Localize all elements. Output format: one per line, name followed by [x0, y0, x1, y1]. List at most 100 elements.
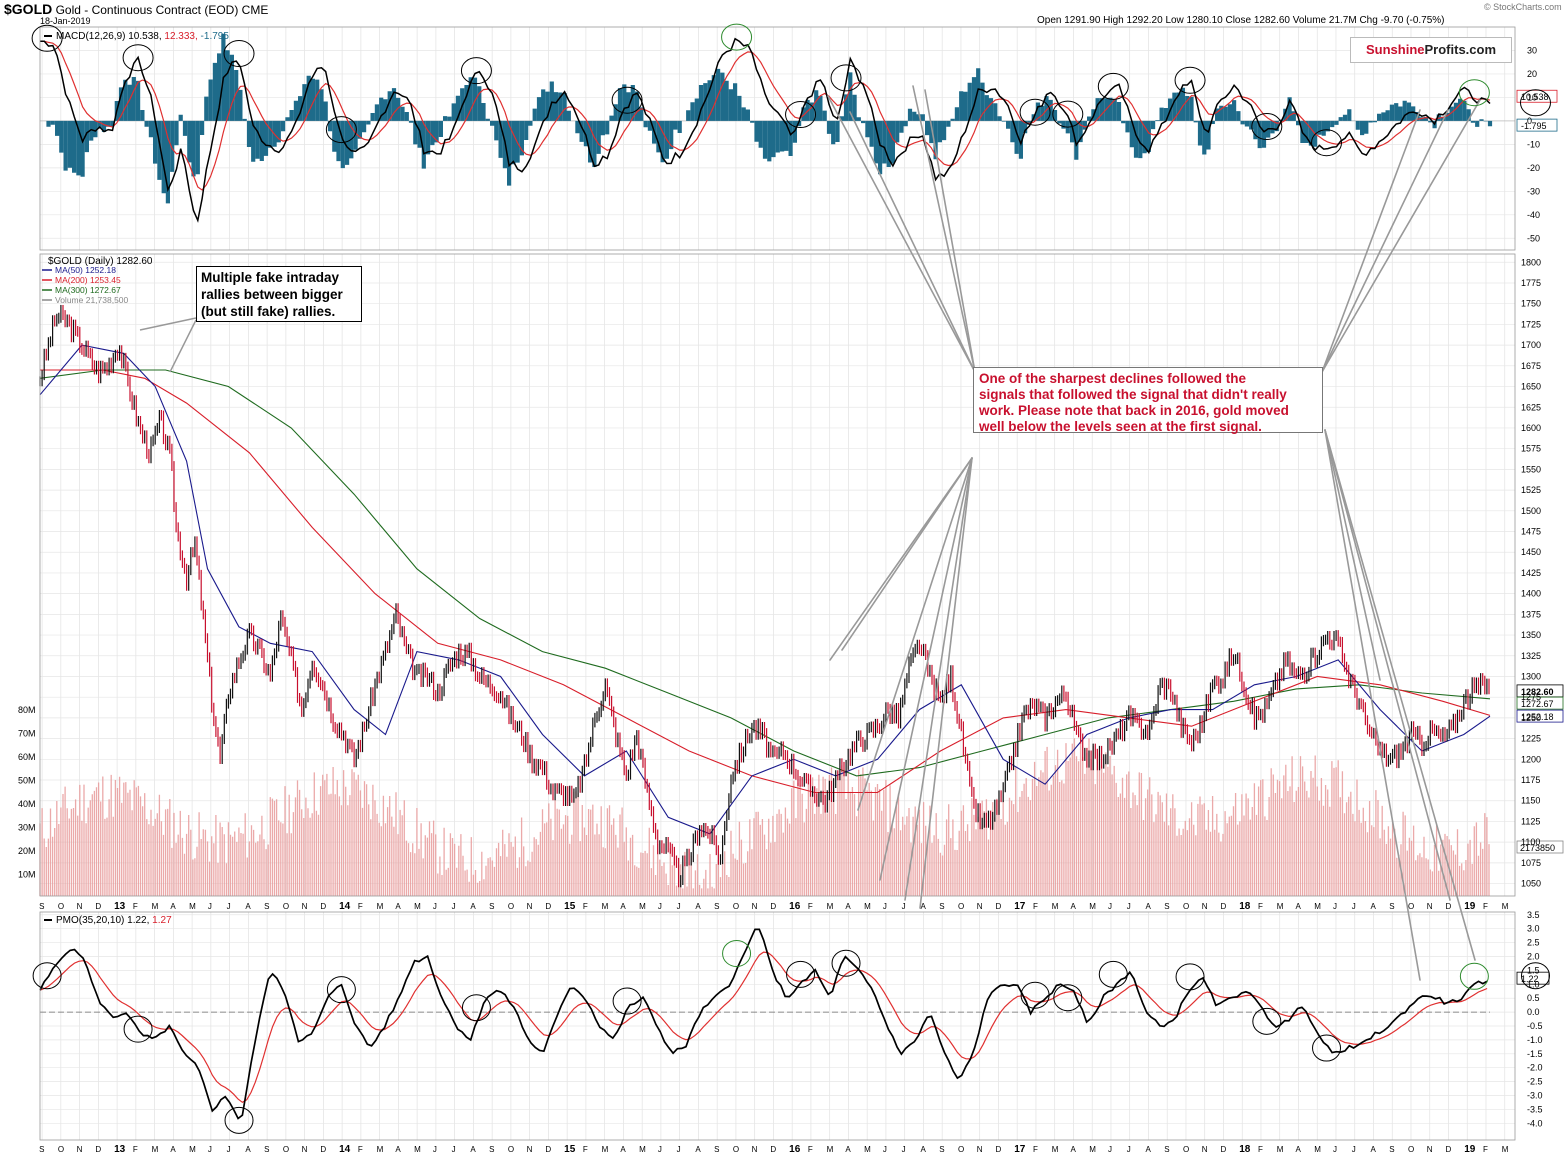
price-y-tick: 1750: [1521, 299, 1541, 309]
price-y-tick: 1150: [1521, 796, 1540, 806]
price-last-value: 1252.18: [1521, 712, 1554, 722]
x-tick-label: N: [527, 902, 533, 911]
x-tick-label: O: [1408, 1145, 1414, 1154]
x-tick-label: M: [1277, 902, 1284, 911]
axes: S S O O N N D D 13 13 F F M M A A M M J J J J A A S S O O N N D D 14 14 F F…: [18, 26, 1543, 1155]
macd-signal-line: [40, 40, 1491, 191]
macd-signal-circle: [1052, 100, 1084, 128]
x-tick-label: M: [1314, 1145, 1321, 1154]
macd-signal-circle: [460, 57, 492, 85]
x-tick-label: O: [958, 1145, 964, 1154]
pmo-legend: PMO(35,20,10) 1.22, 1.27: [44, 915, 172, 926]
pmo-y-tick: -3.0: [1527, 1091, 1543, 1101]
x-tick-label: J: [1352, 1145, 1356, 1154]
x-tick-label: J: [902, 1145, 906, 1154]
x-tick-label: F: [583, 902, 588, 911]
x-tick-label: O: [958, 902, 964, 911]
panel-frame-2: [39, 253, 1516, 897]
x-tick-label: 13: [114, 1144, 126, 1155]
x-tick-label: S: [264, 1145, 269, 1154]
volume-tick: 80M: [18, 705, 36, 715]
x-tick-label: S: [1389, 902, 1394, 911]
price-y-tick: 1450: [1521, 547, 1541, 557]
macd-signal-circle: [325, 116, 357, 144]
volume-tick: 40M: [18, 799, 36, 809]
x-tick-label: 16: [789, 901, 801, 912]
x-tick-label: A: [395, 1145, 401, 1154]
x-tick-label: J: [433, 1145, 437, 1154]
macd-signal-circle: [1019, 98, 1051, 126]
callout-line: [912, 85, 976, 373]
price-y-tick: 1250: [1521, 713, 1541, 723]
x-tick-label: 15: [564, 901, 576, 912]
x-tick-label: J: [452, 902, 456, 911]
pmo-legend-text: PMO(35,20,10) 1.22, 1.27: [56, 915, 172, 926]
volume-last-tag: 2173850: [1516, 840, 1564, 854]
x-tick-label: D: [320, 902, 326, 911]
macd-legend-part-2: 12.333,: [162, 31, 198, 42]
hist-last-box: [1516, 118, 1558, 132]
pmo-y-tick: -2.5: [1527, 1077, 1543, 1087]
x-tick-label: J: [208, 1145, 212, 1154]
chart-title: $GOLD Gold - Continuous Contract (EOD) C…: [4, 1, 268, 17]
volume-tick: 60M: [18, 752, 36, 762]
x-tick-label: N: [1427, 902, 1433, 911]
price-y-tick: 1775: [1521, 278, 1541, 288]
x-tick-label: A: [1145, 902, 1151, 911]
price-y-tick: 1525: [1521, 485, 1541, 495]
pmo-y-tick: -1.0: [1527, 1035, 1543, 1045]
stockcharts-credit: © StockCharts.com: [1484, 2, 1562, 12]
x-tick-label: A: [1370, 902, 1376, 911]
pmo-signal-circle: [1020, 981, 1050, 1009]
x-tick-label: D: [95, 1145, 101, 1154]
macd-signal-circle: [31, 24, 63, 52]
x-tick-label: A: [845, 902, 851, 911]
x-tick-label: M: [1089, 1145, 1096, 1154]
x-tick-label: N: [1202, 1145, 1208, 1154]
pmo-line: [39, 928, 1488, 1120]
x-tick-label: S: [1389, 1145, 1394, 1154]
callout-line: [1324, 429, 1451, 901]
price-legend-title: $GOLD (Daily) 1282.60: [48, 256, 153, 267]
x-tick-label: M: [639, 1145, 646, 1154]
macd-y-tick: -40: [1527, 210, 1540, 220]
price-y-tick: 1675: [1521, 361, 1541, 371]
x-tick-label: N: [302, 1145, 308, 1154]
x-tick-label: F: [1258, 1145, 1263, 1154]
brand-part-b: Profits.com: [1424, 42, 1497, 57]
x-tick-label: M: [189, 902, 196, 911]
x-tick-label: F: [133, 902, 138, 911]
x-tick-label: A: [920, 902, 926, 911]
price-y-tick: 1325: [1521, 651, 1541, 661]
x-tick-label: D: [995, 1145, 1001, 1154]
x-tick-label: F: [583, 1145, 588, 1154]
pmo-signal-circle: [1459, 962, 1489, 990]
x-tick-label: D: [770, 902, 776, 911]
pmo-y-tick: 0.0: [1527, 1007, 1540, 1017]
pmo-signal-circle: [326, 976, 356, 1004]
macd-y-tick: -50: [1527, 233, 1540, 243]
macd-last-value: 10.538: [1521, 92, 1549, 102]
x-tick-label: S: [714, 1145, 719, 1154]
x-tick-label: M: [414, 902, 421, 911]
callout-line: [857, 457, 973, 811]
x-tick-label: S: [39, 1145, 44, 1154]
x-tick-label: M: [152, 902, 159, 911]
x-tick-label: S: [39, 902, 44, 911]
x-tick-label: J: [677, 902, 681, 911]
price-y-tick: 1125: [1521, 816, 1540, 826]
pmo-panel: PMO(35,20,10) 1.22, 1.27 1.22: [39, 915, 1550, 1120]
price-y-tick: 1725: [1521, 319, 1541, 329]
price-legend-item: Volume 21,738,500: [55, 295, 129, 305]
x-tick-label: M: [189, 1145, 196, 1154]
x-tick-label: A: [1295, 902, 1301, 911]
pmo-signal-circle: [32, 962, 62, 990]
price-y-tick: 1075: [1521, 858, 1541, 868]
x-tick-label: F: [1033, 1145, 1038, 1154]
x-tick-label: D: [1220, 902, 1226, 911]
annotation-fake-rallies: Multiple fake intraday rallies between b…: [196, 266, 362, 322]
x-tick-label: D: [1445, 902, 1451, 911]
x-tick-label: O: [58, 902, 64, 911]
x-tick-label: O: [733, 902, 739, 911]
